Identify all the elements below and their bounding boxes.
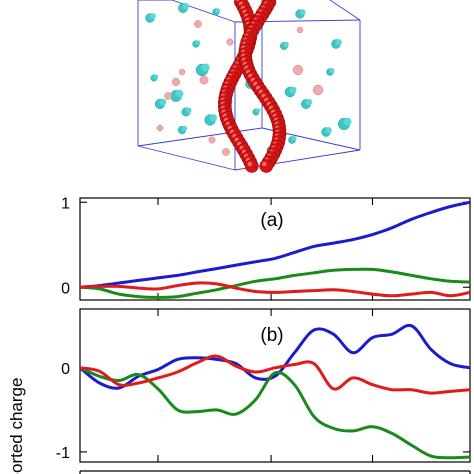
pink-ion [296, 26, 304, 34]
cyan-ion [159, 98, 167, 106]
cyan-ion [343, 117, 352, 126]
series-line-1 [79, 267, 471, 299]
dna-strands [218, 0, 287, 173]
y-tick-label: 0 [61, 361, 70, 378]
pink-ion [292, 64, 304, 76]
cyan-ion [175, 89, 184, 98]
pink-ion [178, 68, 186, 76]
series-line-2 [79, 281, 471, 298]
cyan-ion [305, 98, 313, 106]
panel-label: (a) [260, 210, 283, 231]
cyan-ion [283, 41, 289, 48]
cyan-ion [149, 13, 156, 20]
y-tick-label: 0 [61, 280, 70, 297]
cyan-ion [181, 125, 188, 132]
series-line-0 [79, 200, 471, 289]
series-line-0 [79, 323, 471, 390]
cyan-ion [299, 9, 306, 16]
y-tick-label: -1 [56, 445, 70, 462]
panel-b: 0 -1 (b) [56, 308, 471, 463]
strand-highlight [247, 161, 252, 167]
pink-ion [194, 20, 202, 28]
pink-ion [164, 92, 172, 100]
cyan-ion [215, 8, 221, 14]
cyan-ion [182, 2, 190, 10]
plot-frame [79, 197, 471, 301]
panel-label: (b) [260, 325, 283, 346]
series-line-1 [79, 366, 471, 460]
cyan-ion [329, 68, 335, 74]
molecule-illustration [137, 0, 361, 173]
cyan-ion [195, 40, 201, 46]
cyan-ion [255, 108, 261, 113]
cyan-ion [209, 114, 217, 122]
cyan-ion [289, 86, 297, 94]
pink-ion [312, 84, 324, 96]
strand-bead [259, 159, 274, 173]
pink-ion [171, 77, 181, 87]
strand-bead [245, 159, 259, 173]
cyan-ion [201, 63, 210, 72]
strand-highlight [262, 161, 267, 167]
pink-ion [156, 124, 164, 132]
y-axis-label: ported charge [7, 378, 26, 474]
pink-ion [222, 148, 230, 156]
plot-frame [79, 308, 471, 463]
cyan-ion [291, 136, 297, 142]
cyan-ion [185, 107, 192, 114]
cyan-ion [335, 39, 342, 46]
y-tick-label: 1 [61, 195, 70, 212]
panel-a: 1 0 (a) [61, 195, 471, 301]
series-line-2 [79, 354, 471, 395]
cyan-ion [325, 127, 332, 134]
cyan-ion [153, 74, 159, 79]
pink-ion [208, 136, 216, 144]
pink-ion [199, 75, 209, 85]
pink-ion [226, 38, 234, 46]
